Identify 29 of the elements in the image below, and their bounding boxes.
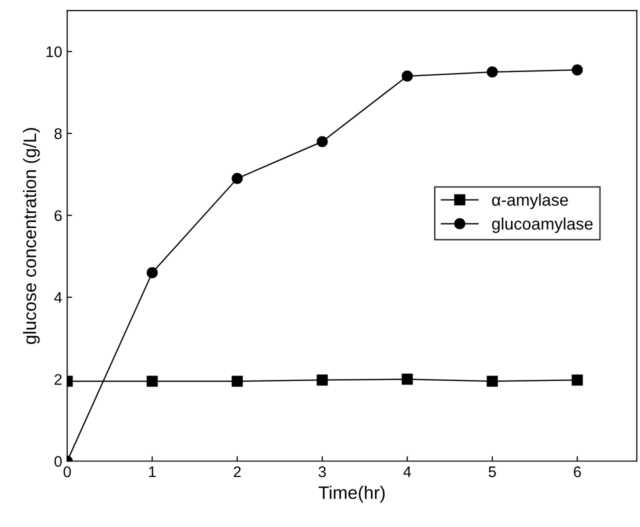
x-tick-label: 0 bbox=[64, 466, 71, 478]
point bbox=[146, 267, 158, 278]
x-tick-label: 6 bbox=[574, 466, 581, 478]
y-tick-label: 6 bbox=[54, 210, 62, 222]
y-tick-label: 4 bbox=[54, 292, 62, 303]
point bbox=[316, 136, 328, 148]
point bbox=[486, 66, 498, 78]
point bbox=[402, 70, 413, 82]
y-axis-title: glucose concentration (g/L) bbox=[22, 128, 40, 344]
x-tick-label: 4 bbox=[403, 466, 412, 478]
x-tick-label: 3 bbox=[318, 466, 326, 478]
point bbox=[572, 374, 583, 386]
point bbox=[146, 376, 158, 387]
point bbox=[232, 172, 243, 184]
y-tick-label: 10 bbox=[46, 46, 62, 58]
y-tick-label: 2 bbox=[54, 374, 62, 385]
y-tick-label: 8 bbox=[54, 128, 62, 140]
x-axis-title: Time(hr) bbox=[318, 486, 385, 503]
point bbox=[232, 376, 243, 387]
x-tick-label: 2 bbox=[234, 466, 241, 478]
legend-label: α-amylase bbox=[492, 194, 568, 210]
x-tick-label: 1 bbox=[149, 466, 156, 478]
legend-label: glucoamylase bbox=[492, 217, 593, 234]
point bbox=[316, 374, 328, 386]
y-tick-label: 0 bbox=[54, 456, 62, 467]
point bbox=[572, 64, 583, 76]
point bbox=[486, 376, 498, 387]
point bbox=[402, 374, 413, 385]
x-tick-label: 5 bbox=[488, 466, 496, 478]
